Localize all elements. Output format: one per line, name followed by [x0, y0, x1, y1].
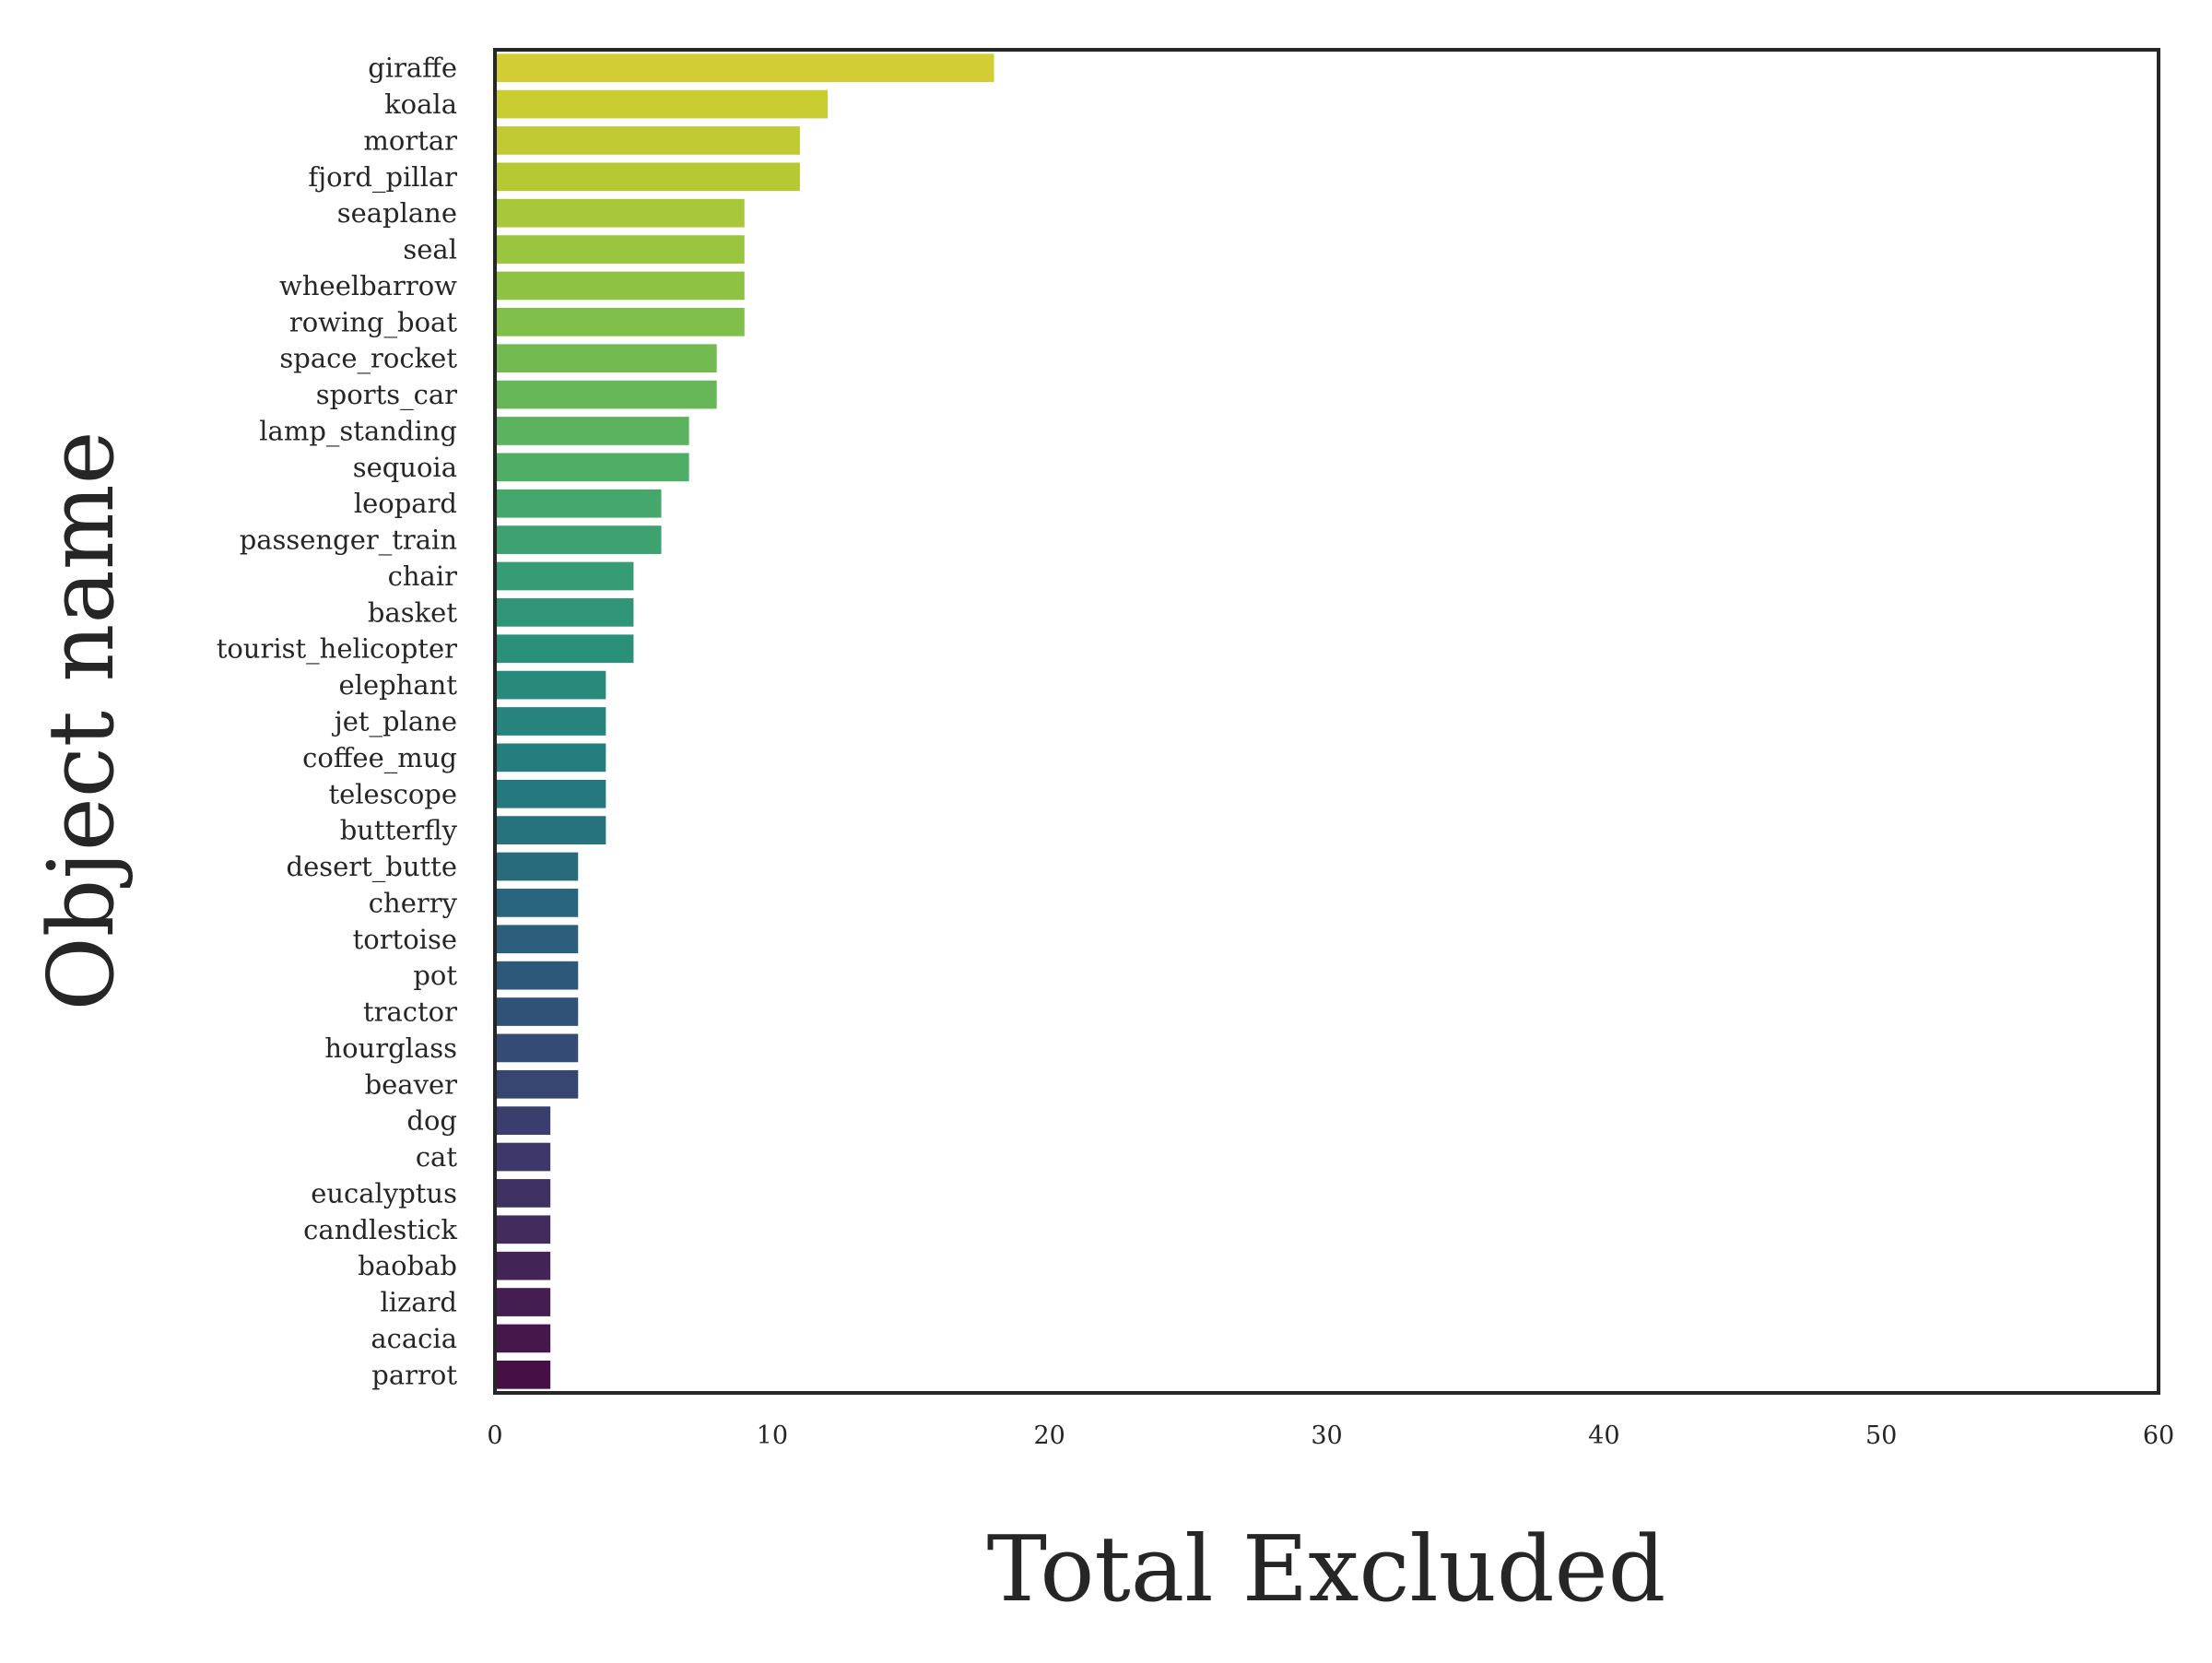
category-label-sports-car: sports_car	[316, 379, 457, 411]
category-label-cat: cat	[416, 1141, 458, 1173]
category-label-telescope: telescope	[328, 778, 457, 809]
bar-sequoia	[495, 453, 689, 482]
bar-beaver	[495, 1069, 579, 1099]
bar-chair	[495, 561, 634, 591]
bar-candlestick	[495, 1215, 551, 1244]
category-label-tractor: tractor	[363, 997, 457, 1028]
bar-acacia	[495, 1324, 551, 1353]
category-label-sequoia: sequoia	[353, 452, 457, 483]
bar-cherry	[495, 889, 579, 917]
category-label-space-rocket: space_rocket	[279, 343, 457, 375]
category-label-passenger-train: passenger_train	[240, 525, 457, 557]
x-tick-label-0: 0	[487, 1421, 502, 1450]
category-label-eucalyptus: eucalyptus	[311, 1177, 457, 1209]
bar-eucalyptus	[495, 1179, 551, 1208]
category-label-jet-plane: jet_plane	[332, 706, 457, 738]
bar-telescope	[495, 779, 606, 808]
y-axis-title: Object name	[29, 430, 135, 1010]
bar-seaplane	[495, 198, 745, 228]
category-label-chair: chair	[388, 560, 457, 592]
bar-elephant	[495, 670, 606, 700]
bar-lizard	[495, 1288, 551, 1316]
category-label-seal: seal	[403, 234, 457, 265]
category-label-elephant: elephant	[339, 669, 458, 701]
bar-seal	[495, 235, 745, 264]
bar-cat	[495, 1142, 551, 1172]
x-tick-label-60: 60	[2143, 1421, 2174, 1450]
category-label-butterfly: butterfly	[340, 815, 458, 846]
category-label-mortar: mortar	[363, 124, 457, 156]
x-axis-title: Total Excluded	[987, 1517, 1666, 1622]
bars-layer	[495, 53, 994, 1389]
category-label-desert-butte: desert_butte	[287, 851, 458, 883]
bar-passenger-train	[495, 525, 662, 554]
category-label-parrot: parrot	[371, 1359, 457, 1390]
category-label-lamp-standing: lamp_standing	[259, 415, 457, 447]
x-tick-label-40: 40	[1588, 1421, 1619, 1450]
bar-koala	[495, 89, 828, 119]
bar-fjord-pillar	[495, 162, 800, 192]
category-label-baobab: baobab	[358, 1250, 457, 1281]
category-label-fjord-pillar: fjord_pillar	[308, 161, 457, 194]
bar-baobab	[495, 1251, 551, 1280]
bar-jet-plane	[495, 707, 606, 736]
bar-tractor	[495, 997, 579, 1026]
category-label-tortoise: tortoise	[353, 924, 457, 955]
bar-pot	[495, 961, 579, 990]
bar-mortar	[495, 126, 800, 155]
bar-parrot	[495, 1360, 551, 1389]
bar-wheelbarrow	[495, 271, 745, 301]
category-label-cherry: cherry	[369, 887, 458, 918]
bar-space-rocket	[495, 344, 717, 373]
category-label-basket: basket	[368, 596, 457, 628]
bar-giraffe	[495, 53, 994, 83]
category-label-wheelbarrow: wheelbarrow	[279, 270, 457, 301]
category-label-beaver: beaver	[365, 1068, 458, 1100]
x-tick-label-30: 30	[1311, 1421, 1342, 1450]
bar-hourglass	[495, 1033, 579, 1063]
category-label-giraffe: giraffe	[368, 53, 457, 84]
category-label-pot: pot	[413, 960, 457, 991]
bar-tourist-helicopter	[495, 634, 634, 664]
category-label-leopard: leopard	[354, 488, 457, 519]
bar-butterfly	[495, 816, 606, 844]
bar-dog	[495, 1106, 551, 1136]
category-label-dog: dog	[406, 1105, 457, 1137]
category-label-candlestick: candlestick	[303, 1214, 457, 1245]
bar-tortoise	[495, 925, 579, 954]
bar-basket	[495, 598, 634, 627]
x-tick-label-20: 20	[1033, 1421, 1065, 1450]
category-label-rowing-boat: rowing_boat	[289, 306, 457, 338]
bar-rowing-boat	[495, 307, 745, 336]
category-label-seaplane: seaplane	[337, 197, 457, 229]
plot-frame	[493, 48, 2160, 1395]
category-label-tourist-helicopter: tourist_helicopter	[217, 633, 457, 666]
category-label-acacia: acacia	[371, 1323, 457, 1354]
category-label-hourglass: hourglass	[324, 1032, 457, 1064]
x-tick-label-10: 10	[757, 1421, 788, 1450]
bar-leopard	[495, 489, 662, 518]
category-label-lizard: lizard	[380, 1287, 457, 1318]
x-tick-labels: 0 10 20 30 40 50 60	[487, 1421, 2174, 1450]
bar-lamp-standing	[495, 417, 689, 445]
category-label-coffee-mug: coffee_mug	[302, 742, 457, 774]
bar-coffee-mug	[495, 743, 606, 773]
x-tick-label-50: 50	[1865, 1421, 1897, 1450]
category-label-koala: koala	[384, 88, 457, 120]
bar-sports-car	[495, 380, 717, 409]
bar-desert-butte	[495, 852, 579, 881]
